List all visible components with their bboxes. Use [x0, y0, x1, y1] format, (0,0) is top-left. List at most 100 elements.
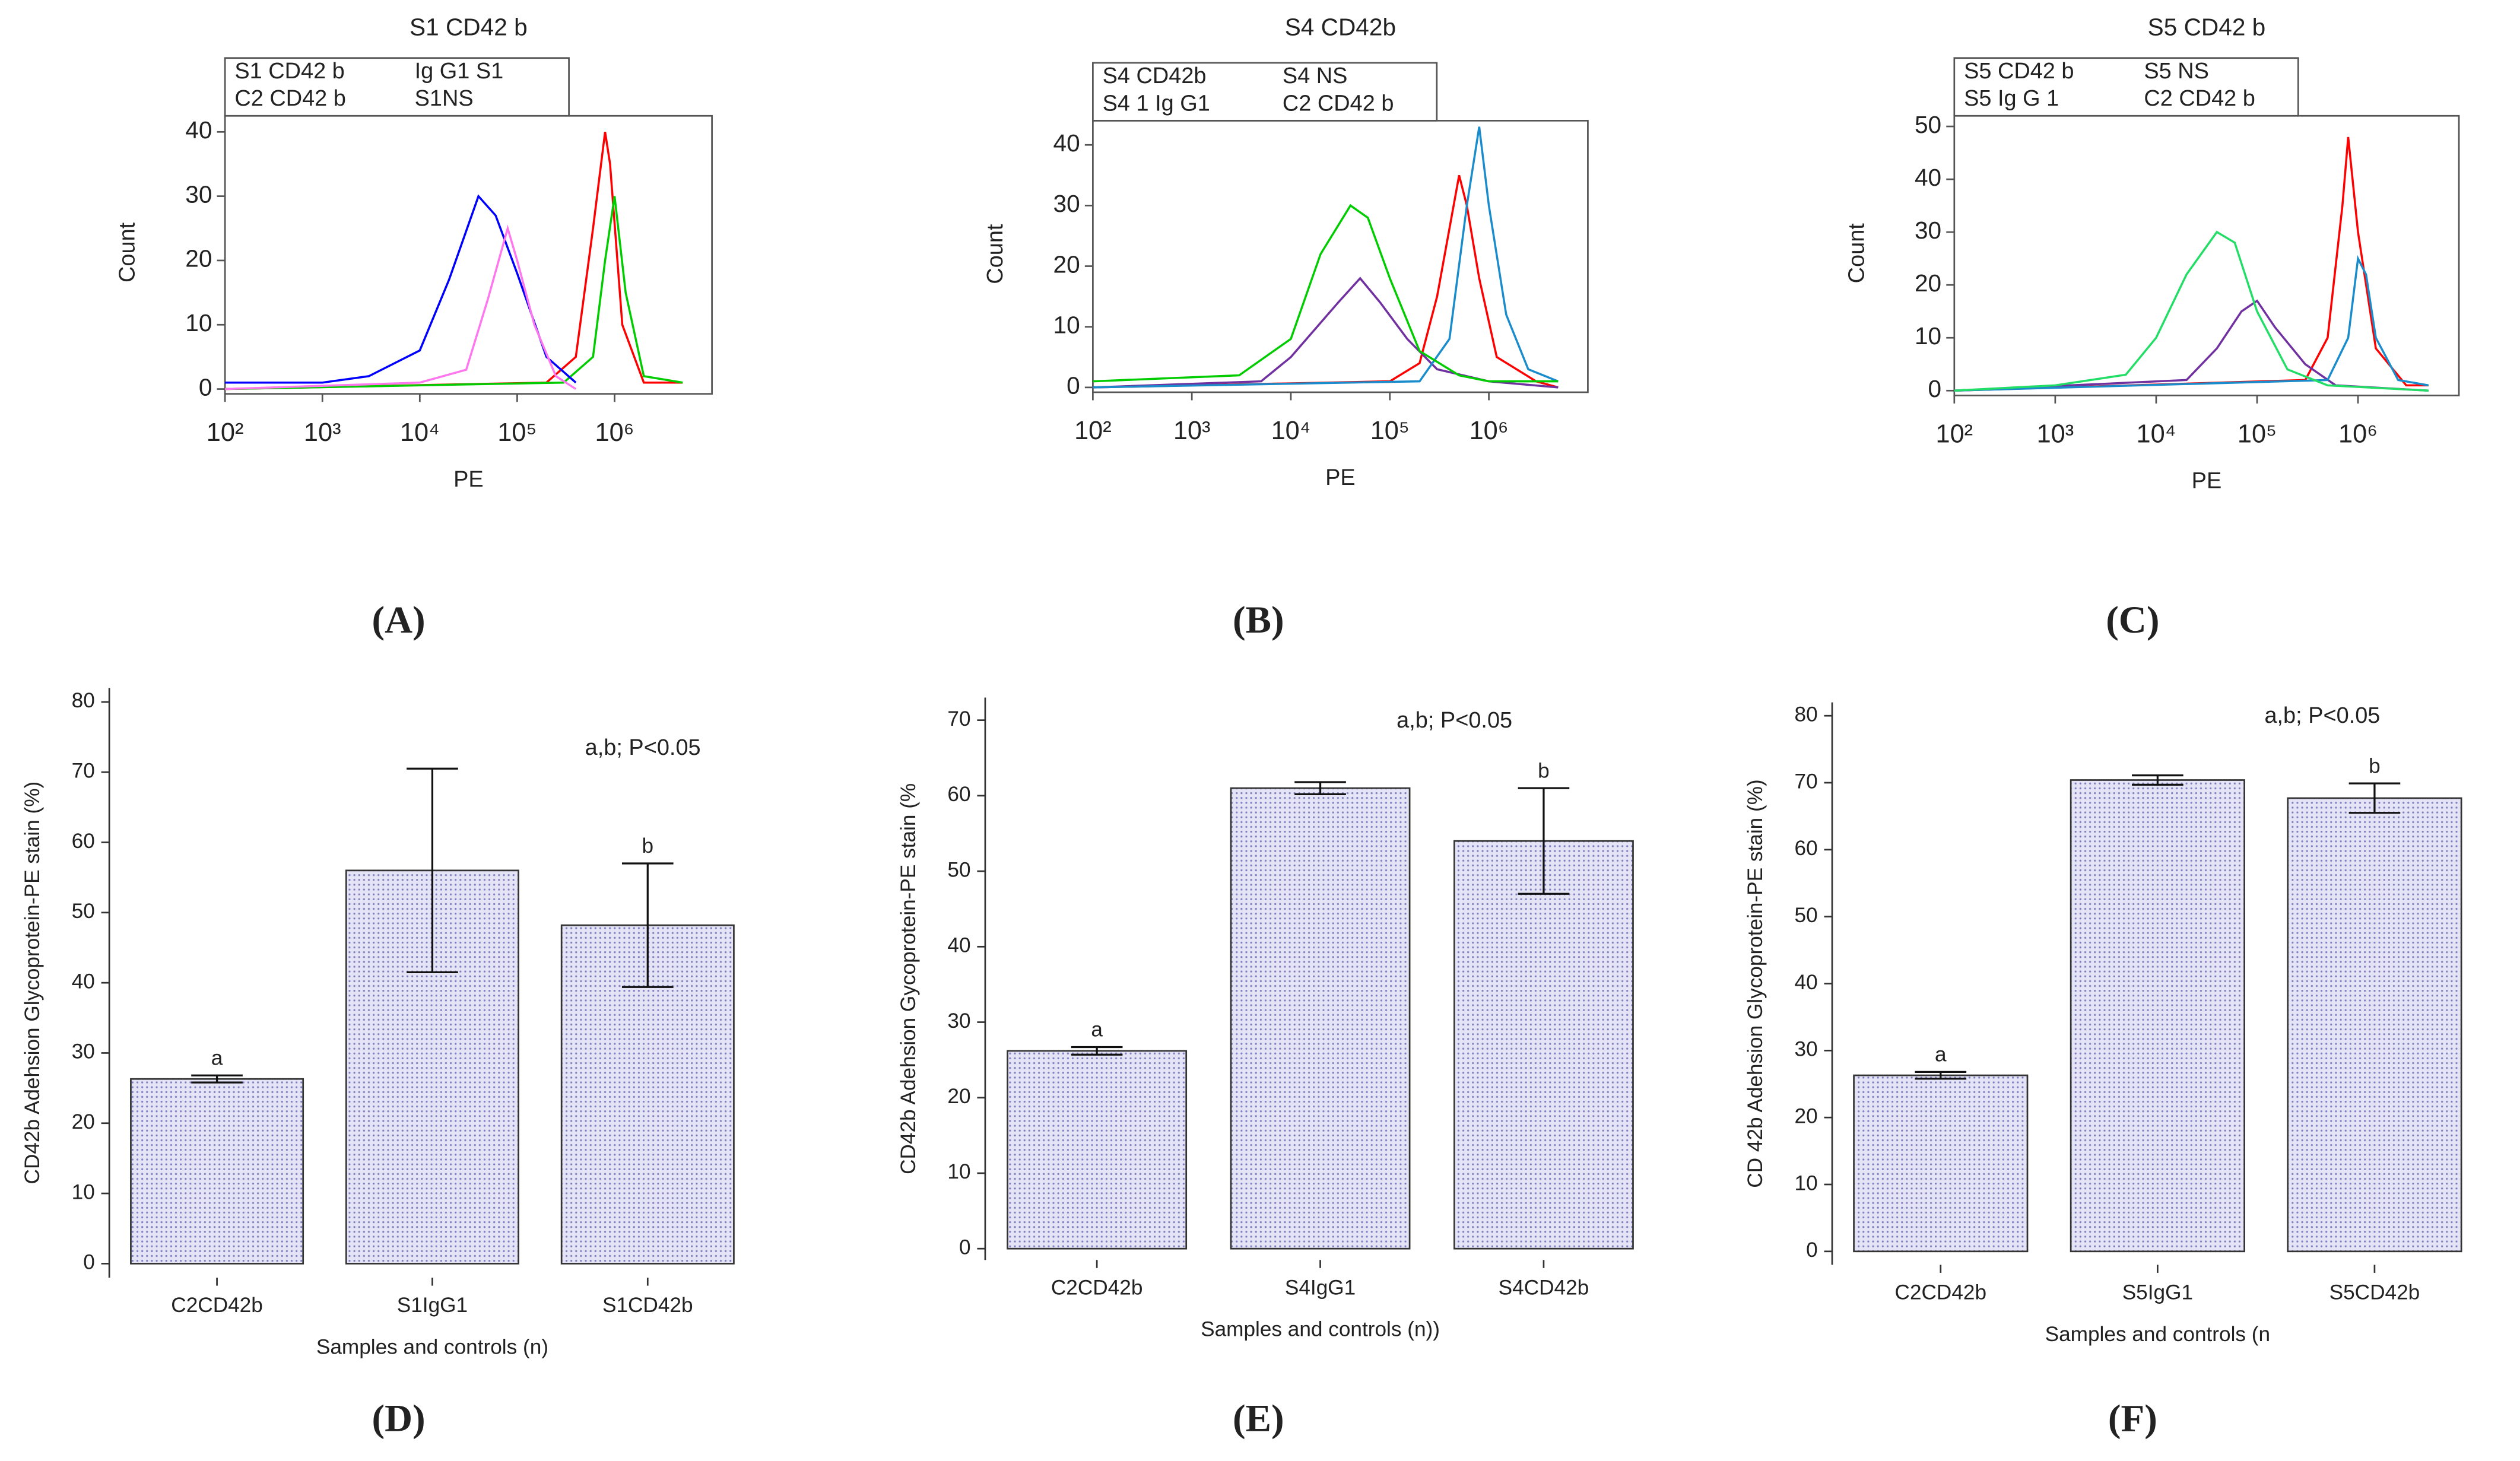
bar [1007, 1050, 1188, 1250]
panel-label: (A) [372, 599, 425, 641]
y-tick-label: 30 [1795, 1038, 1818, 1061]
histogram-line [225, 132, 683, 390]
x-tick-label: S5IgG1 [2122, 1281, 2193, 1304]
x-tick-label: 10⁴ [2137, 420, 2176, 449]
chart-title: S1 CD42 b [410, 14, 528, 41]
x-tick-label: 10⁶ [1470, 417, 1509, 445]
y-tick-label: 40 [1915, 164, 1941, 191]
x-tick-label: S4CD42b [1499, 1276, 1589, 1299]
y-tick-label: 40 [1795, 971, 1818, 994]
x-tick-label: 10² [1936, 420, 1973, 449]
y-axis-label: Count [1844, 223, 1869, 284]
bar [2070, 779, 2245, 1253]
x-tick-label: C2CD42b [171, 1294, 263, 1317]
y-tick-label: 0 [1806, 1238, 1818, 1262]
y-tick-label: 10 [72, 1180, 95, 1203]
x-tick-label: S1CD42b [602, 1294, 693, 1317]
y-tick-label: 10 [1795, 1171, 1818, 1195]
legend-box [1953, 57, 2299, 117]
panel-label: (E) [1233, 1398, 1284, 1440]
x-tick-label: 10² [1074, 417, 1112, 445]
y-tick-label: 40 [1053, 129, 1080, 157]
bar-label: b [1538, 759, 1550, 782]
x-tick-label: C2CD42b [1895, 1281, 1987, 1304]
y-axis-label: Count [983, 224, 1008, 284]
x-tick-label: 10² [207, 418, 244, 447]
y-tick-label: 60 [72, 830, 95, 853]
histogram-line [225, 196, 683, 390]
x-tick-label: 10⁵ [2237, 420, 2277, 449]
x-axis-label: Samples and controls (n) [316, 1335, 548, 1358]
x-axis-label: Samples and controls (n)) [1201, 1318, 1440, 1341]
x-tick-label: 10⁴ [400, 418, 440, 447]
x-tick-label: 10⁵ [1370, 417, 1410, 445]
y-tick-label: 30 [1053, 190, 1080, 217]
chart-title: S5 CD42 b [2148, 14, 2266, 41]
legend-label: S5 Ig G 1 [1964, 86, 2059, 111]
x-tick-label: 10⁶ [2338, 420, 2378, 449]
bar-label: a [211, 1047, 223, 1070]
annotation: a,b; P<0.05 [585, 735, 701, 760]
legend-box [224, 57, 570, 117]
y-tick-label: 30 [185, 180, 212, 208]
histogram-line [225, 194, 577, 384]
y-tick-label: 20 [1053, 250, 1080, 278]
histogram-line [1093, 126, 1559, 389]
plot-frame [1092, 119, 1589, 393]
y-tick-label: 10 [1053, 311, 1080, 338]
y-tick-label: 10 [185, 309, 212, 336]
y-tick-label: 10 [947, 1160, 970, 1183]
y-tick-label: 30 [72, 1040, 95, 1063]
x-tick-label: S5CD42b [2329, 1281, 2420, 1304]
x-tick-label: 10⁴ [1271, 417, 1311, 445]
y-tick-label: 80 [72, 689, 95, 712]
panel-label: (C) [2106, 599, 2159, 641]
y-tick-label: 20 [1915, 269, 1941, 297]
legend-label: S5 NS [2144, 59, 2209, 84]
bar [1230, 787, 1411, 1250]
y-tick-label: 50 [947, 858, 970, 881]
legend-box [1092, 62, 1438, 122]
y-tick-label: 0 [959, 1236, 971, 1259]
legend-label: S1 CD42 b [234, 59, 344, 84]
histogram-line [1954, 230, 2429, 392]
y-tick-label: 60 [1795, 837, 1818, 860]
y-tick-label: 0 [1928, 375, 1942, 402]
y-tick-label: 40 [72, 970, 95, 993]
y-tick-label: 20 [947, 1085, 970, 1108]
histogram-line [1954, 299, 2429, 392]
legend-label: S4 NS [1283, 63, 1348, 88]
bar [1453, 840, 1634, 1250]
panel-label: (D) [372, 1398, 425, 1440]
y-axis-label: CD42b Adehsion Glycoprotein-PE stain (%) [21, 782, 44, 1184]
bar-label: a [1935, 1043, 1947, 1066]
y-tick-label: 60 [947, 783, 970, 806]
legend-label: S4 1 Ig G1 [1103, 91, 1210, 116]
legend-label: C2 CD42 b [234, 86, 346, 111]
x-axis-label: PE [453, 467, 484, 492]
bar [2287, 797, 2462, 1253]
x-tick-label: 10⁵ [497, 418, 537, 447]
y-tick-label: 70 [72, 760, 95, 783]
y-tick-label: 10 [1915, 322, 1941, 350]
x-tick-label: 10³ [304, 418, 341, 447]
legend-label: S5 CD42 b [1964, 59, 2074, 84]
x-tick-label: 10³ [2037, 420, 2074, 449]
y-axis-label: CD 42b Adehsion Glycoprotein-PE stain (%… [1744, 779, 1767, 1187]
legend-label: S4 CD42b [1103, 63, 1207, 88]
x-axis-label: Samples and controls (n [2045, 1323, 2270, 1346]
y-tick-label: 50 [1795, 904, 1818, 927]
x-tick-label: C2CD42b [1051, 1276, 1143, 1299]
annotation: a,b; P<0.05 [2264, 703, 2380, 728]
x-tick-label: 10⁶ [595, 418, 634, 447]
legend-label: C2 CD42 b [1283, 91, 1394, 116]
y-tick-label: 0 [199, 373, 212, 401]
bar-label: b [642, 834, 653, 857]
y-tick-label: 70 [947, 707, 970, 730]
y-tick-label: 20 [1795, 1104, 1818, 1127]
y-axis-label: Count [115, 222, 140, 282]
y-tick-label: 20 [72, 1110, 95, 1133]
x-tick-label: 10³ [1173, 417, 1211, 445]
y-tick-label: 0 [83, 1251, 95, 1274]
